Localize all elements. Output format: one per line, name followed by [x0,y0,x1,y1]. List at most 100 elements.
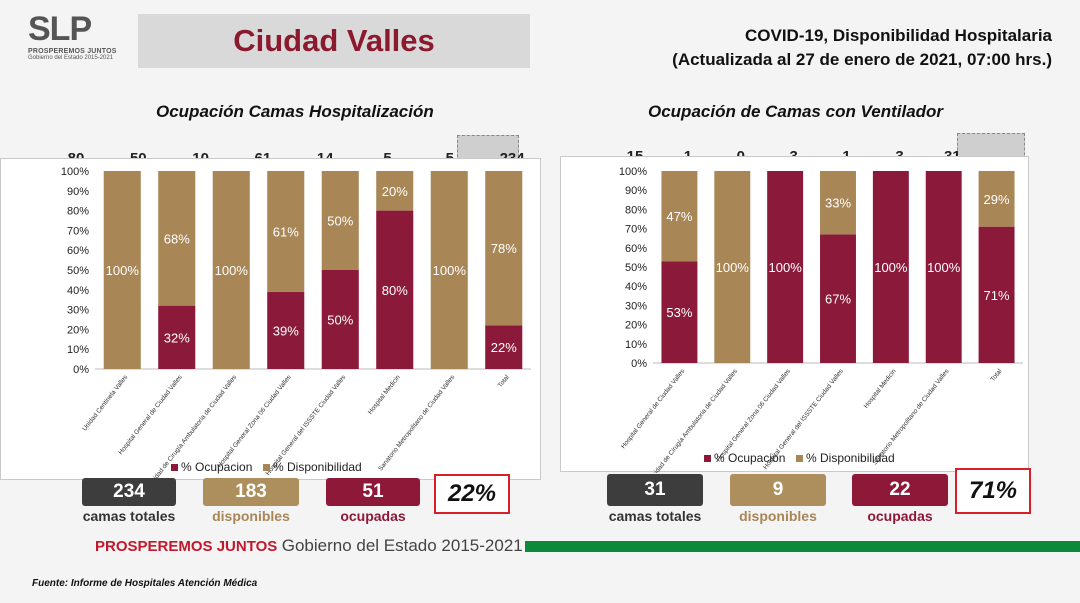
right-chart-ytick: 40% [625,281,647,293]
right-chart-ytick: 100% [619,166,647,178]
right-occupied-box: 22 [852,474,948,506]
left-chart-category-label: Total [497,373,511,389]
left-chart-label-ocupacion: 80% [382,283,408,298]
left-chart-ytick: 70% [67,225,89,237]
left-total-beds-value: 234 [113,481,145,502]
left-occupied-value: 51 [362,481,384,502]
right-chart-legend-disponibilidad: % Disponibilidad [806,451,895,465]
left-occupancy-percent: 22% [434,474,510,514]
left-chart: 0% 10% 20% 30% 40% 50% 60% 70% 80% 90% 100% 100% Uni… [61,166,531,488]
left-chart-label-ocupacion: 50% [327,313,353,328]
left-chart-bar-ocupacion [267,291,305,369]
left-chart-label-ocupacion: 22% [491,340,517,355]
right-chart-label-disponibilidad: 47% [666,209,692,224]
left-chart-label-disponibilidad: 78% [491,241,517,256]
left-chart-label-disponibilidad: 20% [382,184,408,199]
right-occupied-value: 22 [889,479,911,500]
left-occupied-label: ocupadas [340,508,406,524]
right-chart-panel: 0% 10% 20% 30% 40% 50% 60% 70% 80% 90% 100% 53% 47% H… [560,156,1029,482]
right-chart-bar-ocupacion [925,171,962,363]
right-chart-ytick: 50% [625,262,647,274]
logo-line1: PROSPEREMOS JUNTOS [28,48,117,55]
left-chart-legend-disponibilidad: % Disponibilidad [273,460,362,474]
right-available-box: 9 [730,474,826,506]
logo-line2: Gobierno del Estado 2015-2021 [28,55,114,61]
right-chart-category-label: Hospital General de Ciudad Valles [620,367,687,450]
right-chart-label-ocupacion: 100% [927,260,961,275]
left-total-beds-label: camas totales [82,508,176,524]
source-note: Fuente: Informe de Hospitales Atención M… [32,578,258,589]
right-total-beds-box: 31 [607,474,703,506]
right-chart-bar-ocupacion [820,234,856,363]
right-chart-label-ocupacion: 67% [825,292,851,307]
left-chart-ytick: 90% [67,186,89,198]
right-chart-legend-swatch-disponibilidad [796,455,803,462]
footer-green-bar [525,541,1080,552]
left-chart-label-disponibilidad: 100% [215,263,249,278]
right-total-beds-value: 31 [644,479,666,500]
left-chart-ytick: 30% [67,305,89,317]
left-chart-category-label: Hospital Medicin [367,374,402,416]
right-chart-label-ocupacion: 53% [666,305,692,320]
right-chart-ytick: 70% [625,224,647,236]
left-chart-legend-ocupacion: % Ocupacion [181,460,252,474]
right-chart-bar-disponibilidad [978,171,1015,227]
right-chart-ytick: 90% [625,185,647,197]
right-chart-label-ocupacion: 71% [984,288,1010,303]
slp-logo: SLP PROSPEREMOS JUNTOS Gobierno del Esta… [28,12,138,68]
left-chart-ytick: 40% [67,285,89,297]
logo-mark: SLP [28,10,92,48]
left-chart-bar-disponibilidad [376,171,414,211]
right-chart-label-ocupacion: 100% [874,260,908,275]
right-chart-legend-ocupacion: % Ocupacion [714,451,785,465]
left-chart-bar-disponibilidad [158,171,196,306]
right-chart-label-disponibilidad: 33% [825,196,851,211]
left-chart-category-label: Hospital General de Ciudad Valles [117,373,184,456]
right-chart: 0% 10% 20% 30% 40% 50% 60% 70% 80% 90% 100% 53% 47% H… [619,166,1023,482]
left-chart-ytick: 50% [67,265,89,277]
city-title: Ciudad Valles [233,23,435,58]
footer-slogan-left: PROSPEREMOS JUNTOS [95,538,278,555]
right-chart-category-label: Total [989,367,1003,383]
right-occupancy-percent-value: 71% [968,477,1018,504]
right-chart-ytick: 60% [625,243,647,255]
footer-slogan: PROSPEREMOS JUNTOS Gobierno del Estado 2… [95,536,523,556]
report-header: COVID-19, Disponibilidad Hospitalaria (A… [672,24,1052,72]
right-chart-ytick: 80% [625,204,647,216]
left-chart-label-disponibilidad: 100% [433,263,467,278]
right-chart-ytick: 0% [631,358,647,370]
left-available-value: 183 [235,481,267,502]
left-total-beds-box: 234 [82,478,176,506]
left-occupied-box: 51 [326,478,420,506]
left-chart-panel: 0% 10% 20% 30% 40% 50% 60% 70% 80% 90% 100% 100% Uni… [0,158,541,488]
left-available-label: disponibles [212,508,290,524]
left-chart-ytick: 80% [67,206,89,218]
left-chart-ytick: 0% [73,364,89,376]
left-chart-legend-swatch-ocupacion [171,464,178,471]
left-chart-ytick: 20% [67,324,89,336]
right-chart-title: Ocupación de Camas con Ventilador [648,102,944,121]
left-chart-bar-disponibilidad [267,171,305,292]
right-available-label: disponibles [739,508,817,524]
left-chart-label-disponibilidad: 61% [273,224,299,239]
right-chart-bar-disponibilidad [661,171,698,262]
report-title: COVID-19, Disponibilidad Hospitalaria [745,26,1052,45]
left-chart-bar-disponibilidad [212,171,250,369]
right-chart-bar-ocupacion [872,171,909,363]
left-chart-title: Ocupación Camas Hospitalización [156,102,434,121]
left-chart-ytick: 60% [67,245,89,257]
left-chart-label-ocupacion: 39% [273,323,299,338]
right-chart-bar-ocupacion [978,226,1015,363]
right-chart-ytick: 30% [625,300,647,312]
left-chart-bar-ocupacion [485,325,523,369]
right-chart-label-disponibilidad: 29% [984,192,1010,207]
right-chart-category-label: Hospital Medicin [863,368,898,410]
left-chart-bar-ocupacion [321,270,359,369]
report-subtitle: (Actualizada al 27 de enero de 2021, 07:… [672,50,1052,69]
right-chart-ytick: 20% [625,320,647,332]
right-available-value: 9 [772,479,784,500]
left-chart-label-disponibilidad: 100% [106,263,140,278]
right-chart-bar-ocupacion [767,171,804,363]
right-chart-ytick: 10% [625,339,647,351]
left-occupancy-percent-value: 22% [447,480,497,507]
